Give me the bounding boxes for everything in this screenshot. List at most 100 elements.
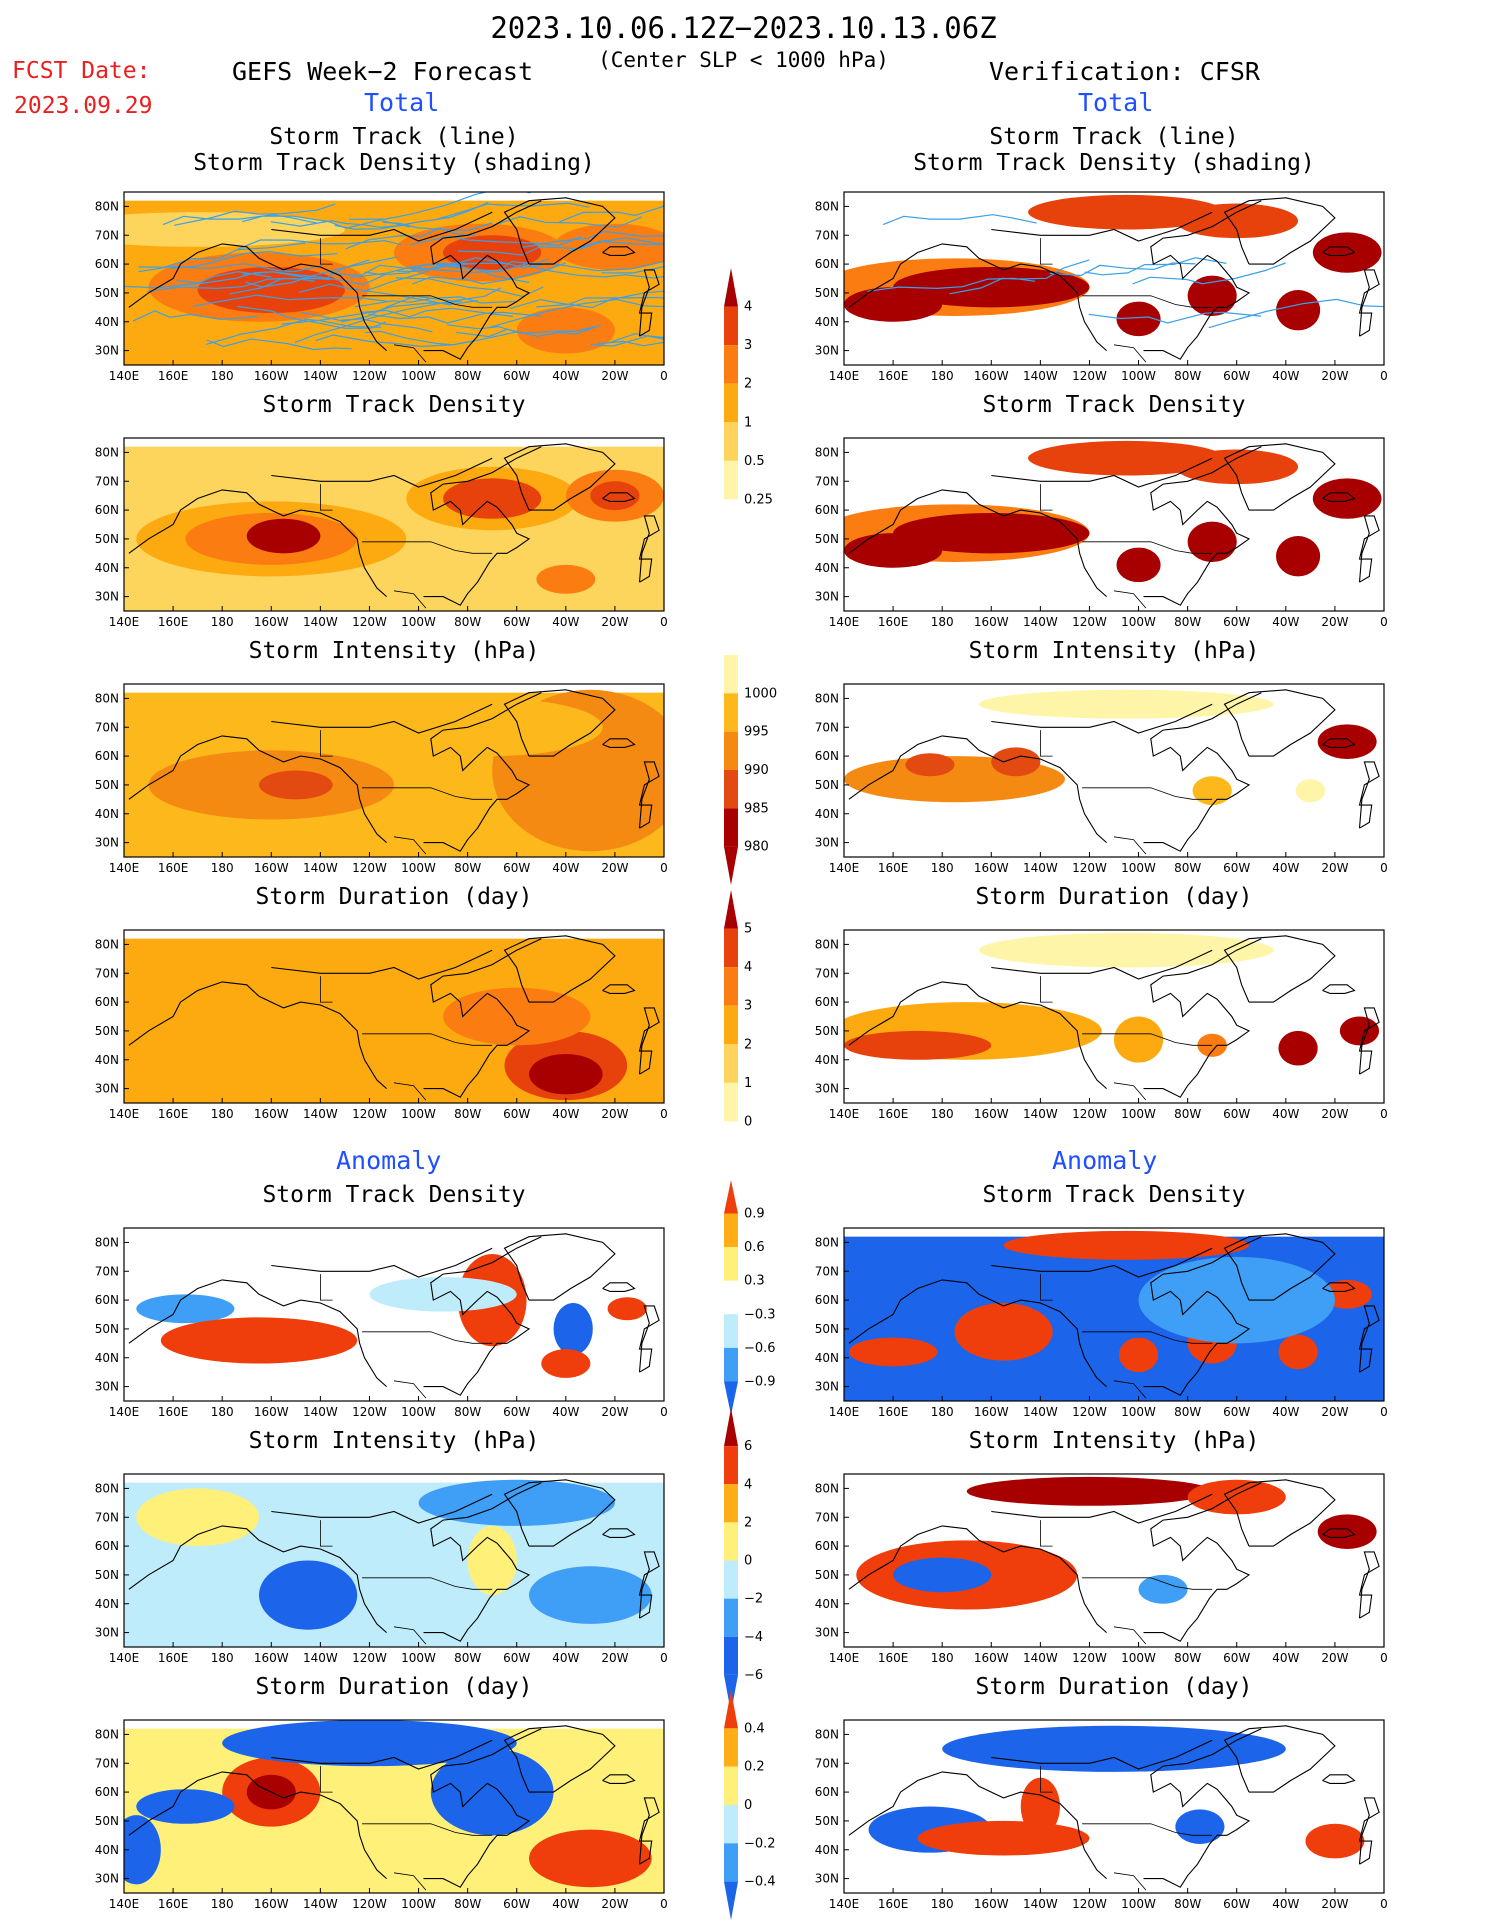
lon-tick-label: 140E [109, 1405, 140, 1419]
lon-tick-label: 0 [1380, 1107, 1388, 1121]
lon-tick-label: 60W [503, 1405, 530, 1419]
lon-tick-label: 0 [1380, 369, 1388, 383]
lon-tick-label: 60W [503, 1651, 530, 1665]
lon-tick-label: 140W [1023, 615, 1058, 629]
storm-track-line [531, 260, 664, 272]
border-line [1082, 1823, 1213, 1836]
field-contour [844, 533, 943, 568]
colorbar-swatch [724, 460, 738, 500]
lon-tick-label: 160W [974, 1107, 1009, 1121]
lon-tick-label: 160W [254, 861, 289, 875]
storm-track-line [395, 277, 544, 298]
lon-tick-label: 140W [1023, 369, 1058, 383]
border-line [1040, 976, 1053, 1003]
coastline [503, 689, 616, 757]
storm-track-line [559, 205, 664, 223]
lon-tick-label: 80W [454, 1107, 481, 1121]
fcst-date-value: 2023.09.29 [14, 93, 153, 119]
storm-track-line [162, 214, 317, 226]
map-frame [843, 683, 1385, 858]
colorbar-label: 2 [744, 1037, 752, 1052]
lat-tick-label: 40N [815, 315, 839, 329]
lon-tick-label: 120W [352, 1107, 387, 1121]
field-contour [1192, 776, 1232, 806]
cfsr-total-density-map: 80N 70N 60N 50N 40N 30N 140E 160E 180 160W 140W 120… [815, 437, 1388, 629]
lat-tick-label: 80N [95, 937, 119, 951]
field-contour [607, 1297, 647, 1321]
colorbar-label: 1000 [744, 686, 777, 701]
lat-tick-label: 60N [815, 1785, 839, 1799]
field-contour [1317, 724, 1377, 759]
border-line [393, 836, 427, 855]
coastline [271, 1493, 493, 1524]
lon-tick-label: 160E [158, 1405, 189, 1419]
map-frame [843, 929, 1385, 1104]
border-line [1040, 1520, 1053, 1547]
lat-tick-label: 70N [815, 474, 839, 488]
lon-tick-label: 0 [1380, 1405, 1388, 1419]
lon-tick-label: 60W [1223, 861, 1250, 875]
colorbar-label: 985 [744, 801, 769, 816]
cfsr-total-intensity-panel: Storm Intensity (hPa) 80N 70N 60N 50N 40N 30N 1… [815, 640, 1388, 876]
border-line [1113, 590, 1147, 609]
border-line [1113, 1082, 1147, 1101]
lon-tick-label: 40W [1272, 1405, 1299, 1419]
field-contour [443, 987, 591, 1046]
colorbar-label: 995 [744, 725, 769, 740]
lon-tick-label: 180 [211, 1405, 234, 1419]
colorbar-label: 980 [744, 840, 769, 855]
coastline [1223, 1233, 1336, 1301]
lat-tick-label: 70N [815, 228, 839, 242]
lon-tick-label: 140W [303, 1651, 338, 1665]
lon-tick-label: 60W [1223, 1897, 1250, 1911]
cfsr-anom-density-panel: Storm Track Density 80N 70N 60N 50N 40N 30N 140… [815, 1184, 1388, 1420]
border-line [393, 1626, 427, 1645]
lon-tick-label: 20W [601, 861, 628, 875]
storm-track-line [294, 300, 462, 343]
coastline [503, 935, 616, 1003]
lon-tick-label: 0 [660, 615, 668, 629]
field-contour [844, 287, 943, 322]
border-line [320, 238, 333, 265]
lon-tick-label: 60W [503, 861, 530, 875]
field-contour [369, 1277, 517, 1312]
coastline [848, 735, 1107, 844]
lon-tick-label: 40W [552, 1897, 579, 1911]
field-contour [1175, 203, 1299, 239]
border-line [1040, 1766, 1053, 1793]
coastline [848, 1525, 1107, 1634]
field-contour [553, 1302, 593, 1355]
field-contour [905, 753, 955, 777]
field-contour [848, 1337, 938, 1367]
field-contour [1116, 301, 1161, 337]
storm-track-line [241, 215, 411, 229]
lat-tick-label: 60N [815, 749, 839, 763]
storm-track-line [363, 264, 530, 293]
lon-tick-label: 180 [211, 369, 234, 383]
lat-tick-label: 60N [815, 1293, 839, 1307]
anom-duration-colorbar: 0.4 0.2 0 −0.2 −0.4 [724, 1690, 794, 1920]
lon-tick-label: 120W [1072, 369, 1107, 383]
lat-tick-label: 40N [95, 1053, 119, 1067]
coastline [1358, 761, 1380, 829]
lat-tick-label: 70N [815, 1264, 839, 1278]
lon-tick-label: 160E [158, 1107, 189, 1121]
storm-track-line [368, 311, 542, 324]
field-contour [443, 235, 542, 270]
storm-track-line [1084, 257, 1227, 276]
lon-tick-label: 160W [254, 1405, 289, 1419]
field-contour [381, 698, 603, 757]
border-line [362, 295, 493, 308]
lon-tick-label: 180 [931, 615, 954, 629]
field-contour [222, 1720, 517, 1767]
field-contour [536, 564, 596, 594]
cfsr-total-density-title: Storm Track Density [982, 392, 1246, 418]
lon-tick-label: 60W [503, 369, 530, 383]
colorbar-label: 1 [744, 1076, 752, 1091]
forecast-total-track-title-1: Storm Track (line) [269, 124, 519, 150]
field-contour [1138, 1256, 1335, 1344]
coastline [1223, 443, 1336, 511]
anom-intensity-colorbar: 6 4 2 0 −2 −4 −6 [724, 1408, 794, 1713]
colorbar-swatch [724, 306, 738, 346]
coastline [1322, 246, 1356, 256]
